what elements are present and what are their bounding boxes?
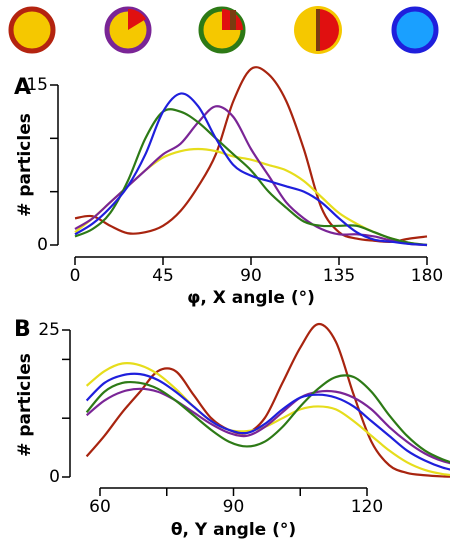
line-series bbox=[85, 374, 450, 464]
panel-label: A bbox=[14, 75, 31, 100]
line-series bbox=[74, 92, 428, 247]
line-series bbox=[74, 147, 428, 247]
x-tick-label: 45 bbox=[152, 266, 174, 286]
x-tick-label: 180 bbox=[411, 266, 443, 286]
line-series bbox=[74, 108, 428, 247]
y-tick-label: 0 bbox=[37, 235, 48, 255]
x-axis-label: φ, X angle (°) bbox=[187, 288, 315, 308]
line-series bbox=[85, 372, 450, 471]
chart: A # particles φ, X angle (°) 0 15 0 45 90 135 180 bbox=[14, 66, 443, 308]
icon-4 bbox=[294, 6, 342, 54]
x-tick-label: 90 bbox=[240, 266, 262, 286]
x-tick-label: 0 bbox=[70, 266, 81, 286]
y-tick-label: 25 bbox=[38, 320, 60, 340]
x-tick-label: 60 bbox=[89, 497, 111, 517]
line-series bbox=[74, 105, 428, 247]
line-series bbox=[85, 387, 450, 465]
line-series bbox=[85, 323, 450, 478]
y-tick-label: 0 bbox=[49, 467, 60, 487]
chart: B # particles θ, Y angle (°) 0 25 60 90 120 bbox=[14, 317, 450, 540]
icon-2 bbox=[104, 6, 152, 54]
panel-label: B bbox=[14, 317, 31, 342]
icon-5 bbox=[391, 6, 439, 54]
x-tick-label: 120 bbox=[351, 497, 383, 517]
x-axis-label: θ, Y angle (°) bbox=[171, 520, 296, 540]
line-series bbox=[85, 362, 450, 477]
x-tick-label: 90 bbox=[223, 497, 245, 517]
line-series bbox=[74, 66, 428, 243]
y-axis-label: # particles bbox=[15, 353, 35, 457]
icon-3 bbox=[198, 6, 246, 54]
y-tick-label: 15 bbox=[26, 75, 48, 95]
x-tick-label: 135 bbox=[323, 266, 355, 286]
icons bbox=[8, 6, 439, 54]
icon-1 bbox=[8, 6, 56, 54]
y-axis-label: # particles bbox=[15, 113, 35, 217]
